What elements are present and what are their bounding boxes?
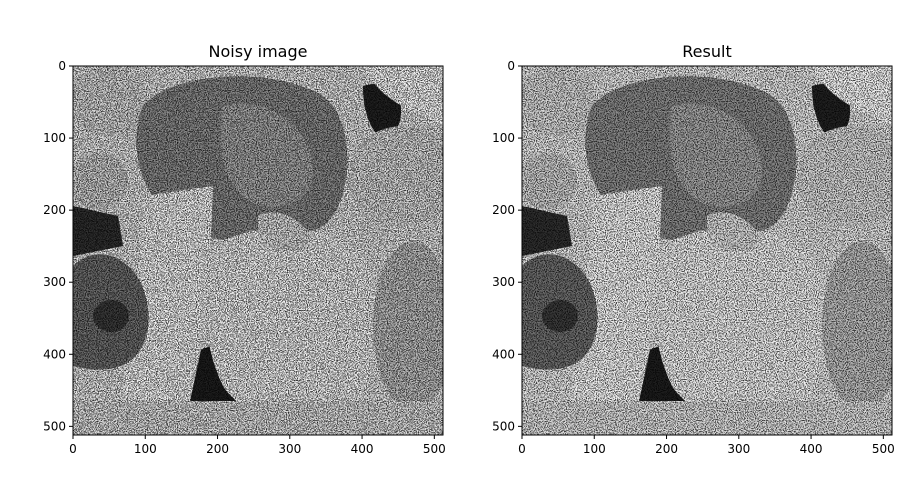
x-tick-label-left-0: 0 [69,442,77,456]
x-tick-label-right-300: 300 [727,442,750,456]
y-tick-label-right-400: 400 [492,347,515,361]
y-tick-label-right-0: 0 [507,59,515,73]
y-tick-label-right-500: 500 [492,419,515,433]
y-tick-label-right-300: 300 [492,275,515,289]
y-tick-label-left-300: 300 [43,275,66,289]
x-tick-label-left-500: 500 [423,442,446,456]
x-tick-label-right-200: 200 [655,442,678,456]
panel-noisy-image: Noisy image 0 100 200 300 400 500010020030040… [43,42,446,456]
y-tick-label-left-500: 500 [43,419,66,433]
axes-frame-right [521,65,893,436]
y-tick-label-left-400: 400 [43,347,66,361]
y-tick-label-right-200: 200 [492,203,515,217]
x-tick-label-left-200: 200 [206,442,229,456]
noisy-image [73,66,443,435]
chart-title-right: Result [682,42,731,61]
y-tick-label-right-100: 100 [492,131,515,145]
y-tick-label-left-100: 100 [43,131,66,145]
x-tick-label-right-100: 100 [583,442,606,456]
x-tick-label-right-500: 500 [872,442,895,456]
x-tick-label-right-0: 0 [518,442,526,456]
y-tick-label-left-200: 200 [43,203,66,217]
x-tick-label-left-100: 100 [134,442,157,456]
chart-title-left: Noisy image [209,42,308,61]
y-tick-label-left-0: 0 [58,59,66,73]
result-image [522,66,892,435]
axes-frame-left [72,65,444,436]
x-tick-label-left-300: 300 [278,442,301,456]
x-tick-label-left-400: 400 [351,442,374,456]
x-tick-label-right-400: 400 [800,442,823,456]
